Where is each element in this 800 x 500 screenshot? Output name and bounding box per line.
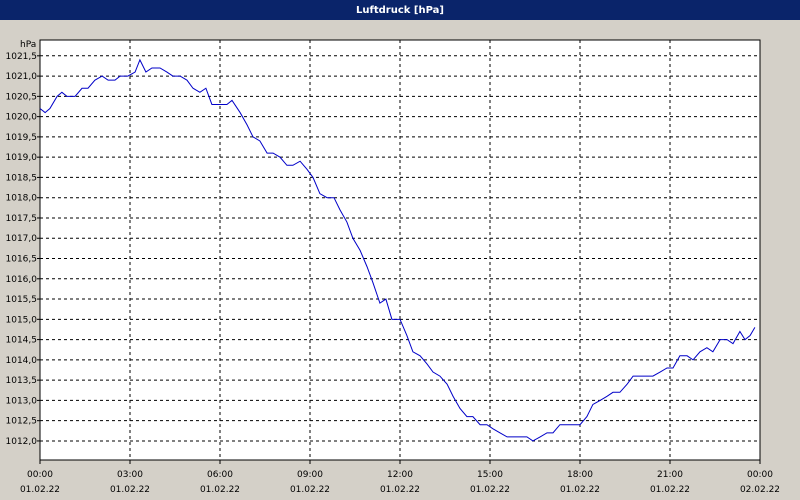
x-tick-label: 09:00 <box>297 470 323 480</box>
y-tick-label: 1021,5 <box>6 52 38 62</box>
y-tick-label: 1020,0 <box>6 113 38 123</box>
x-tick-label: 03:00 <box>117 470 143 480</box>
y-tick-label: 1012,0 <box>6 437 38 447</box>
y-tick-label: 1015,5 <box>6 295 38 305</box>
x-tick-label: 18:00 <box>567 470 593 480</box>
y-tick-label: 1018,0 <box>6 194 38 204</box>
x-tick-date: 01.02.22 <box>470 485 510 495</box>
x-tick-label: 00:00 <box>27 470 53 480</box>
y-tick-label: 1019,0 <box>6 153 38 163</box>
y-tick-label: 1015,0 <box>6 315 38 325</box>
chart-title: Luftdruck [hPa] <box>356 5 444 16</box>
y-tick-label: 1013,0 <box>6 396 38 406</box>
y-tick-label: 1012,5 <box>6 417 38 427</box>
y-tick-label: 1016,5 <box>6 255 38 265</box>
y-tick-label: 1013,5 <box>6 376 38 386</box>
x-tick-date: 01.02.22 <box>560 485 600 495</box>
x-tick-label: 12:00 <box>387 470 413 480</box>
x-tick-label: 06:00 <box>207 470 233 480</box>
x-tick-label: 21:00 <box>657 470 683 480</box>
x-tick-date: 01.02.22 <box>20 485 60 495</box>
y-axis-label: hPa <box>20 40 36 50</box>
x-tick-label: 00:00 <box>747 470 773 480</box>
x-tick-date: 01.02.22 <box>110 485 150 495</box>
x-tick-date: 01.02.22 <box>380 485 420 495</box>
y-tick-label: 1014,5 <box>6 336 38 346</box>
y-tick-label: 1020,5 <box>6 92 38 102</box>
y-tick-label: 1019,5 <box>6 133 38 143</box>
x-tick-date: 02.02.22 <box>740 485 780 495</box>
x-tick-date: 01.02.22 <box>290 485 330 495</box>
y-tick-label: 1018,5 <box>6 173 38 183</box>
y-tick-label: 1017,0 <box>6 234 38 244</box>
x-tick-date: 01.02.22 <box>650 485 690 495</box>
data-line <box>39 58 756 442</box>
y-tick-label: 1021,0 <box>6 72 38 82</box>
title-bar <box>0 0 800 20</box>
x-tick-date: 01.02.22 <box>200 485 240 495</box>
y-tick-label: 1016,0 <box>6 275 38 285</box>
y-tick-label: 1017,5 <box>6 214 38 224</box>
y-tick-label: 1014,0 <box>6 356 38 366</box>
x-tick-label: 15:00 <box>477 470 503 480</box>
